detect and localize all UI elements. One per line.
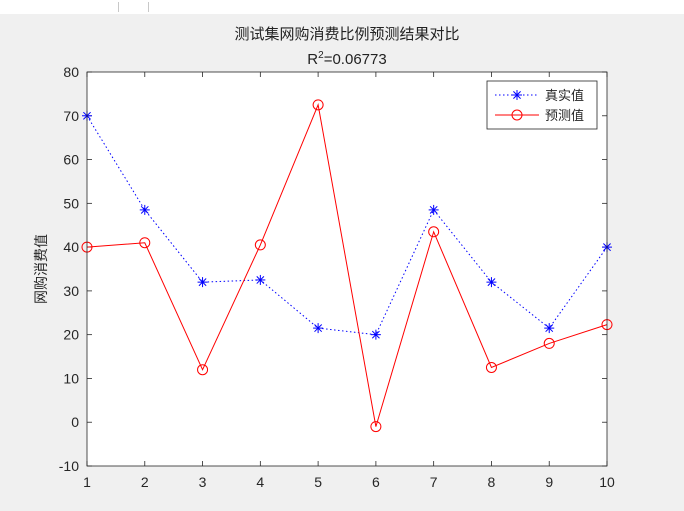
series-1-point <box>255 274 266 285</box>
series-1-point <box>139 204 150 215</box>
legend-marker-1 <box>512 90 522 100</box>
y-tick-label: 10 <box>63 370 79 386</box>
series-lines <box>86 103 608 427</box>
x-tick-label: 8 <box>488 474 496 490</box>
figure-toolbar-strip <box>0 0 684 14</box>
series-1-point <box>428 204 439 215</box>
series-1-point <box>370 329 381 340</box>
series-2-point <box>428 226 440 238</box>
y-tick-label: 60 <box>63 152 79 168</box>
y-tick-label: 50 <box>63 195 79 211</box>
y-axis-label: 网购消费值 <box>34 234 50 304</box>
x-tick-label: 3 <box>199 474 207 490</box>
series-line-1 <box>86 115 608 336</box>
series-2-point <box>485 362 497 373</box>
y-tick-label: 80 <box>63 64 79 80</box>
series-1-point <box>544 323 555 334</box>
x-tick-label: 9 <box>545 474 553 490</box>
chart-title: 测试集网购消费比例预测结果对比 <box>234 25 459 43</box>
y-tick-label: 70 <box>63 108 79 124</box>
plot-frame <box>86 71 608 467</box>
x-tick-label: 5 <box>314 474 322 490</box>
series-2-point <box>370 421 382 433</box>
x-tick-label: 1 <box>83 474 91 490</box>
chart-subtitle-r2: R2=0.06773 <box>307 50 386 68</box>
toolbar-separator <box>118 2 119 12</box>
r2-prefix: R <box>307 51 318 68</box>
x-tick-label: 6 <box>372 474 380 490</box>
legend-marker-2 <box>511 109 523 121</box>
series-2-point <box>197 364 209 376</box>
series-1-point <box>486 277 497 288</box>
legend-label-1: 真实值 <box>545 88 584 104</box>
y-tick-label: 40 <box>63 239 79 255</box>
x-tick-label: 2 <box>141 474 149 490</box>
y-tick-label: -10 <box>59 458 79 474</box>
legend-box <box>486 80 598 130</box>
r2-value: =0.06773 <box>324 51 387 68</box>
series-1-point <box>313 323 324 334</box>
plot-area <box>87 72 607 466</box>
x-tick-label: 4 <box>256 474 264 490</box>
r2-superscript: 2 <box>318 50 324 61</box>
series-2-point <box>254 239 266 251</box>
series-2-point <box>139 237 151 249</box>
series-1-point <box>197 277 208 288</box>
series-line-2 <box>86 103 608 427</box>
x-tick-label: 7 <box>430 474 438 490</box>
series-2-point <box>543 337 555 349</box>
toolbar-separator <box>148 2 149 12</box>
x-tick-label: 10 <box>599 474 615 490</box>
legend-label-2: 预测值 <box>545 108 584 124</box>
y-tick-label: 0 <box>71 414 79 430</box>
y-tick-label: 30 <box>63 283 79 299</box>
axis-ticks: -10 0 10 20 30 40 50 60 70 80 1 2 3 4 5 6 7 8 9 10 <box>59 64 615 490</box>
y-tick-label: 20 <box>63 327 79 343</box>
series-2-point <box>312 99 324 111</box>
